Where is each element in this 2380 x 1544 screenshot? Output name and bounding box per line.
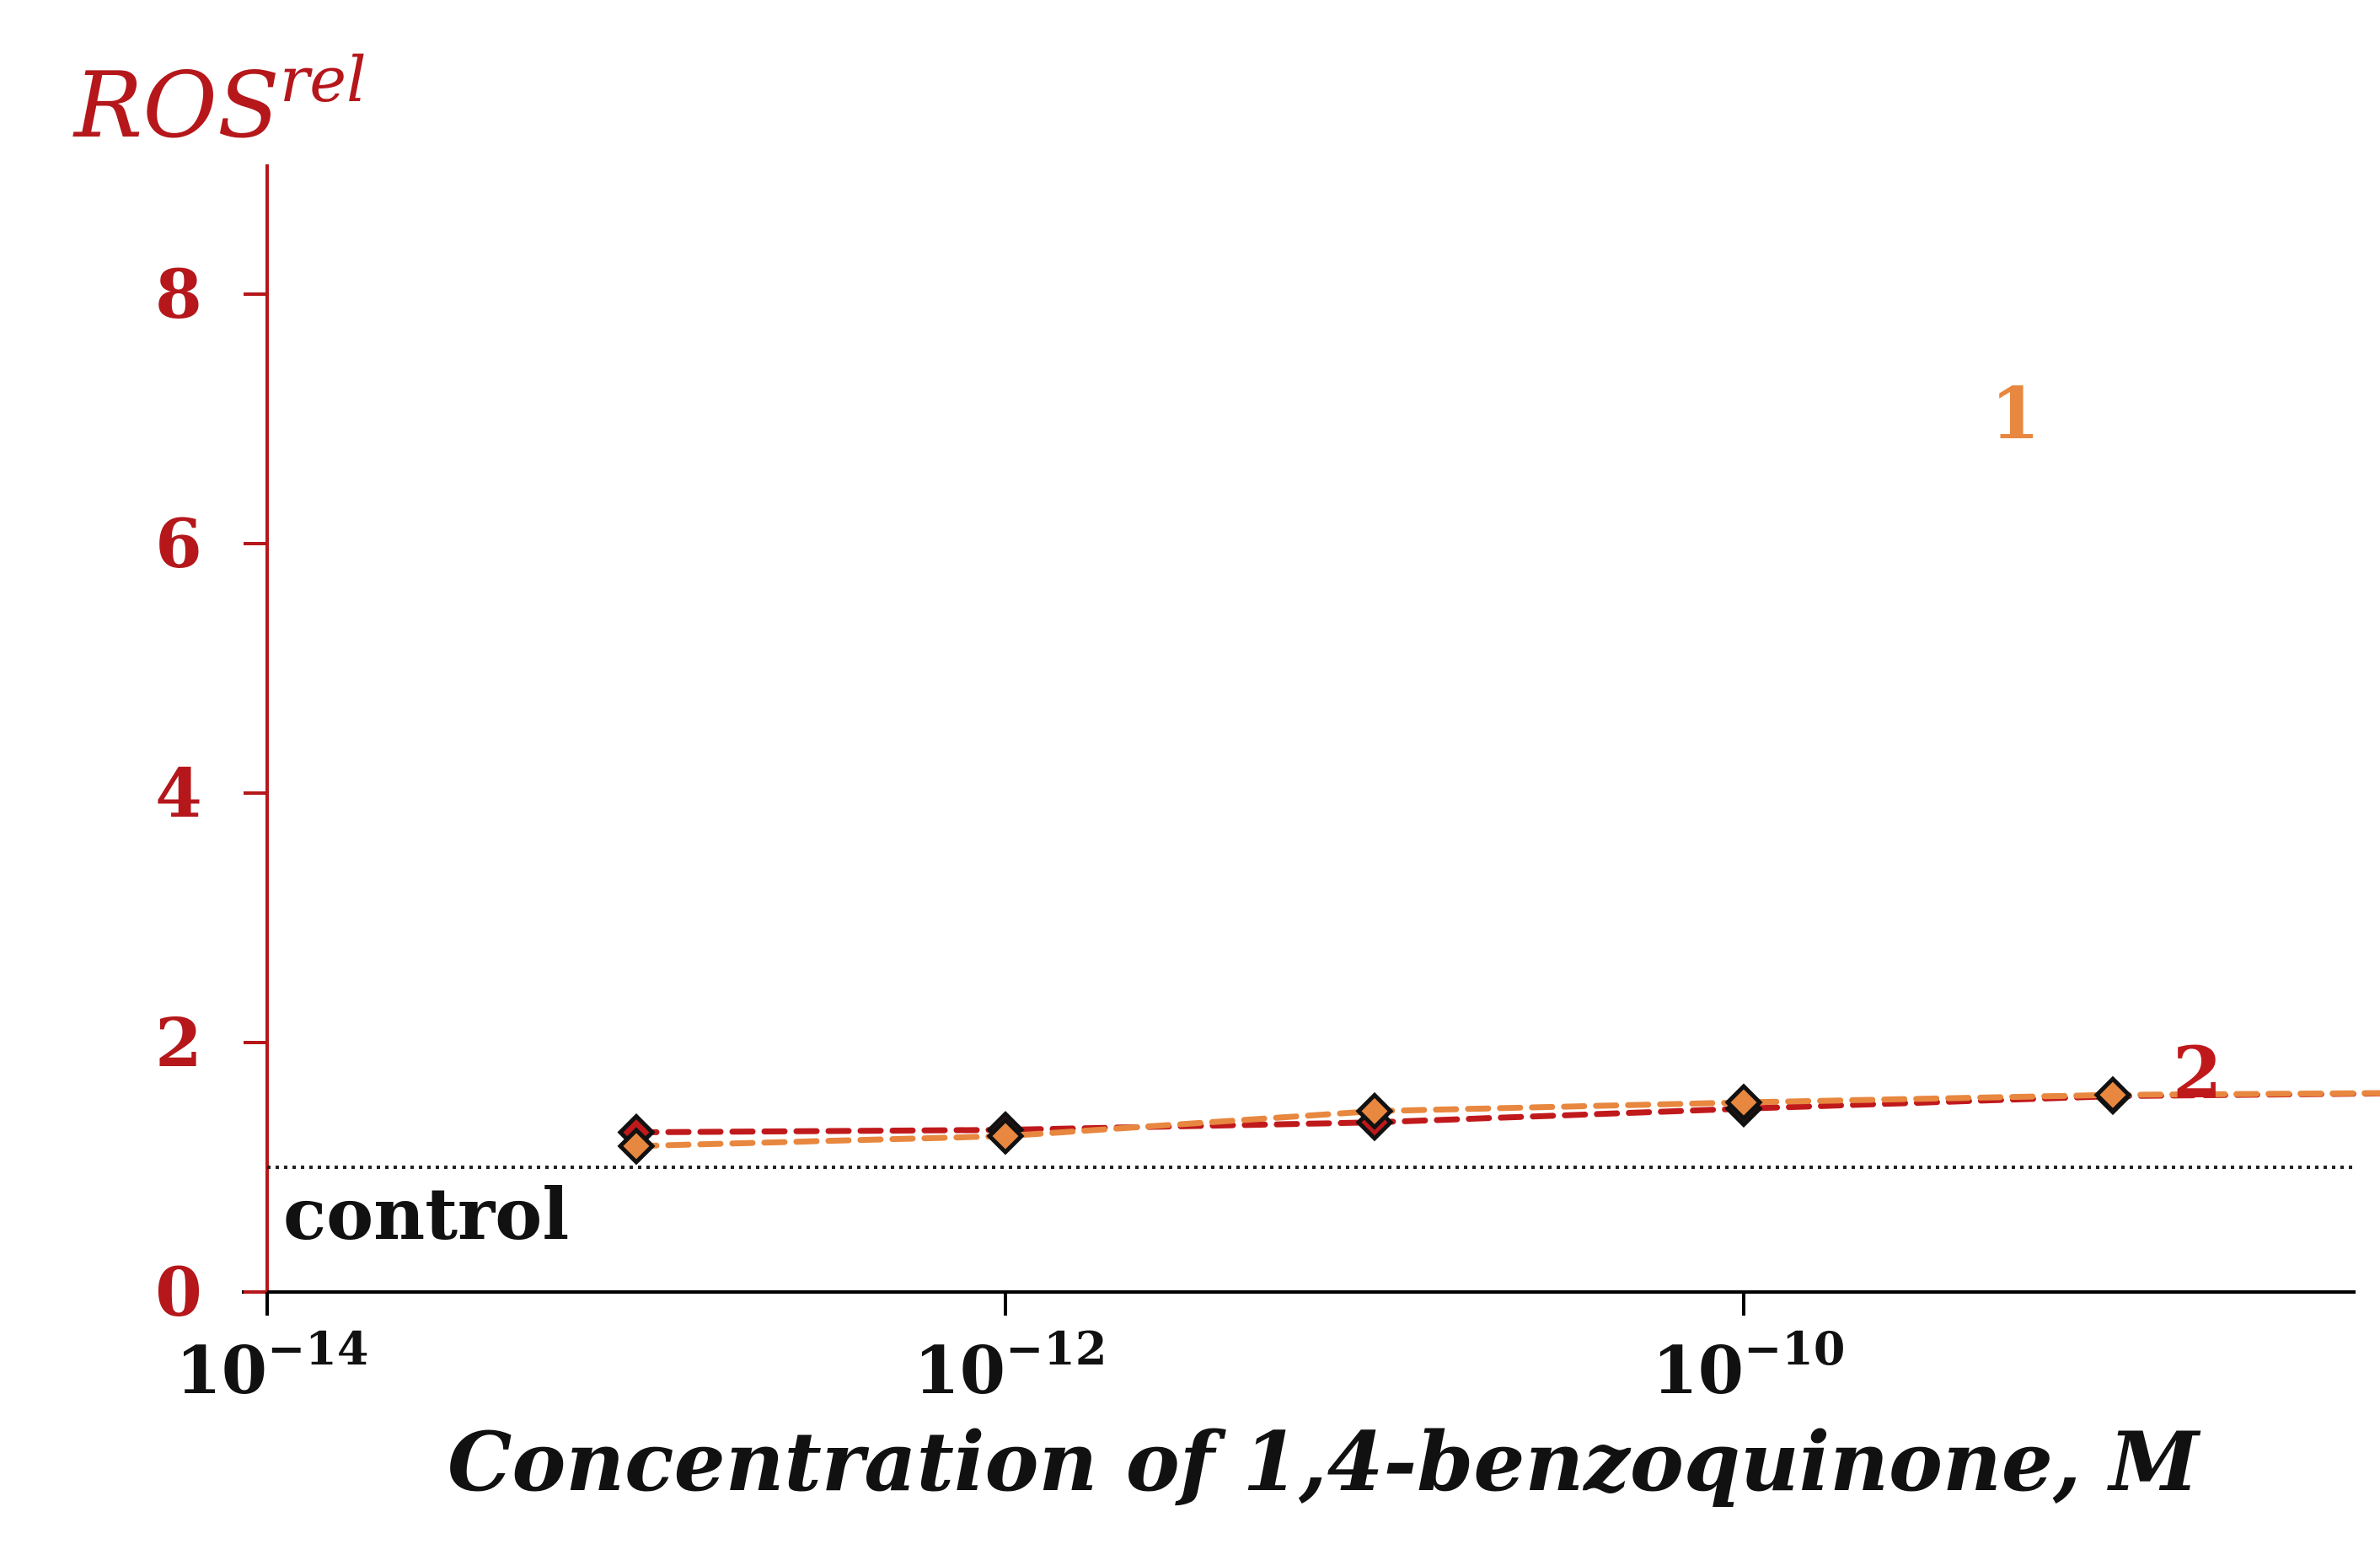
y-tick-label: 4 bbox=[155, 753, 202, 833]
x-tick-base: 10 bbox=[176, 1332, 268, 1409]
y-axis-title: ROSrel bbox=[72, 44, 367, 158]
x-axis-title: Concentration of 1,4-benzoquinone, M bbox=[448, 1414, 2201, 1509]
series-1-point bbox=[617, 1127, 656, 1166]
x-tick-exponent: −12 bbox=[1005, 1322, 1107, 1375]
control-label: control bbox=[283, 1172, 569, 1256]
y-axis-title-sup: rel bbox=[280, 44, 367, 116]
series-1-line bbox=[633, 1090, 2380, 1150]
series-label-1: 1 bbox=[1991, 372, 2040, 455]
series-1-point bbox=[986, 1117, 1025, 1155]
series-layer bbox=[617, 1075, 2380, 1166]
x-tick-exponent: −14 bbox=[267, 1322, 368, 1375]
x-tick-label: 10−14 bbox=[176, 1322, 369, 1409]
y-tick-label: 2 bbox=[155, 1003, 202, 1082]
series-label-2: 2 bbox=[2173, 1031, 2222, 1114]
series-2-line bbox=[633, 1090, 2380, 1136]
x-tick-base: 10 bbox=[914, 1332, 1006, 1409]
y-axis-title-base: ROS bbox=[72, 53, 280, 158]
y-tick-label: 6 bbox=[155, 504, 202, 583]
x-tick-exponent: −10 bbox=[1744, 1322, 1845, 1375]
y-ticks: 0 2 4 6 8 bbox=[155, 255, 267, 1332]
series-1-point bbox=[1355, 1091, 1394, 1130]
x-tick-label: 10−12 bbox=[914, 1322, 1107, 1409]
y-tick-label: 8 bbox=[155, 255, 202, 334]
series-1 bbox=[617, 1075, 2380, 1166]
x-tick-base: 10 bbox=[1653, 1332, 1745, 1409]
x-tick-label: 10−10 bbox=[1653, 1322, 1846, 1409]
y-tick-label: 0 bbox=[155, 1252, 202, 1332]
series-1-point bbox=[2093, 1075, 2132, 1114]
series-1-point bbox=[1724, 1083, 1763, 1122]
series-2 bbox=[617, 1077, 2380, 1152]
